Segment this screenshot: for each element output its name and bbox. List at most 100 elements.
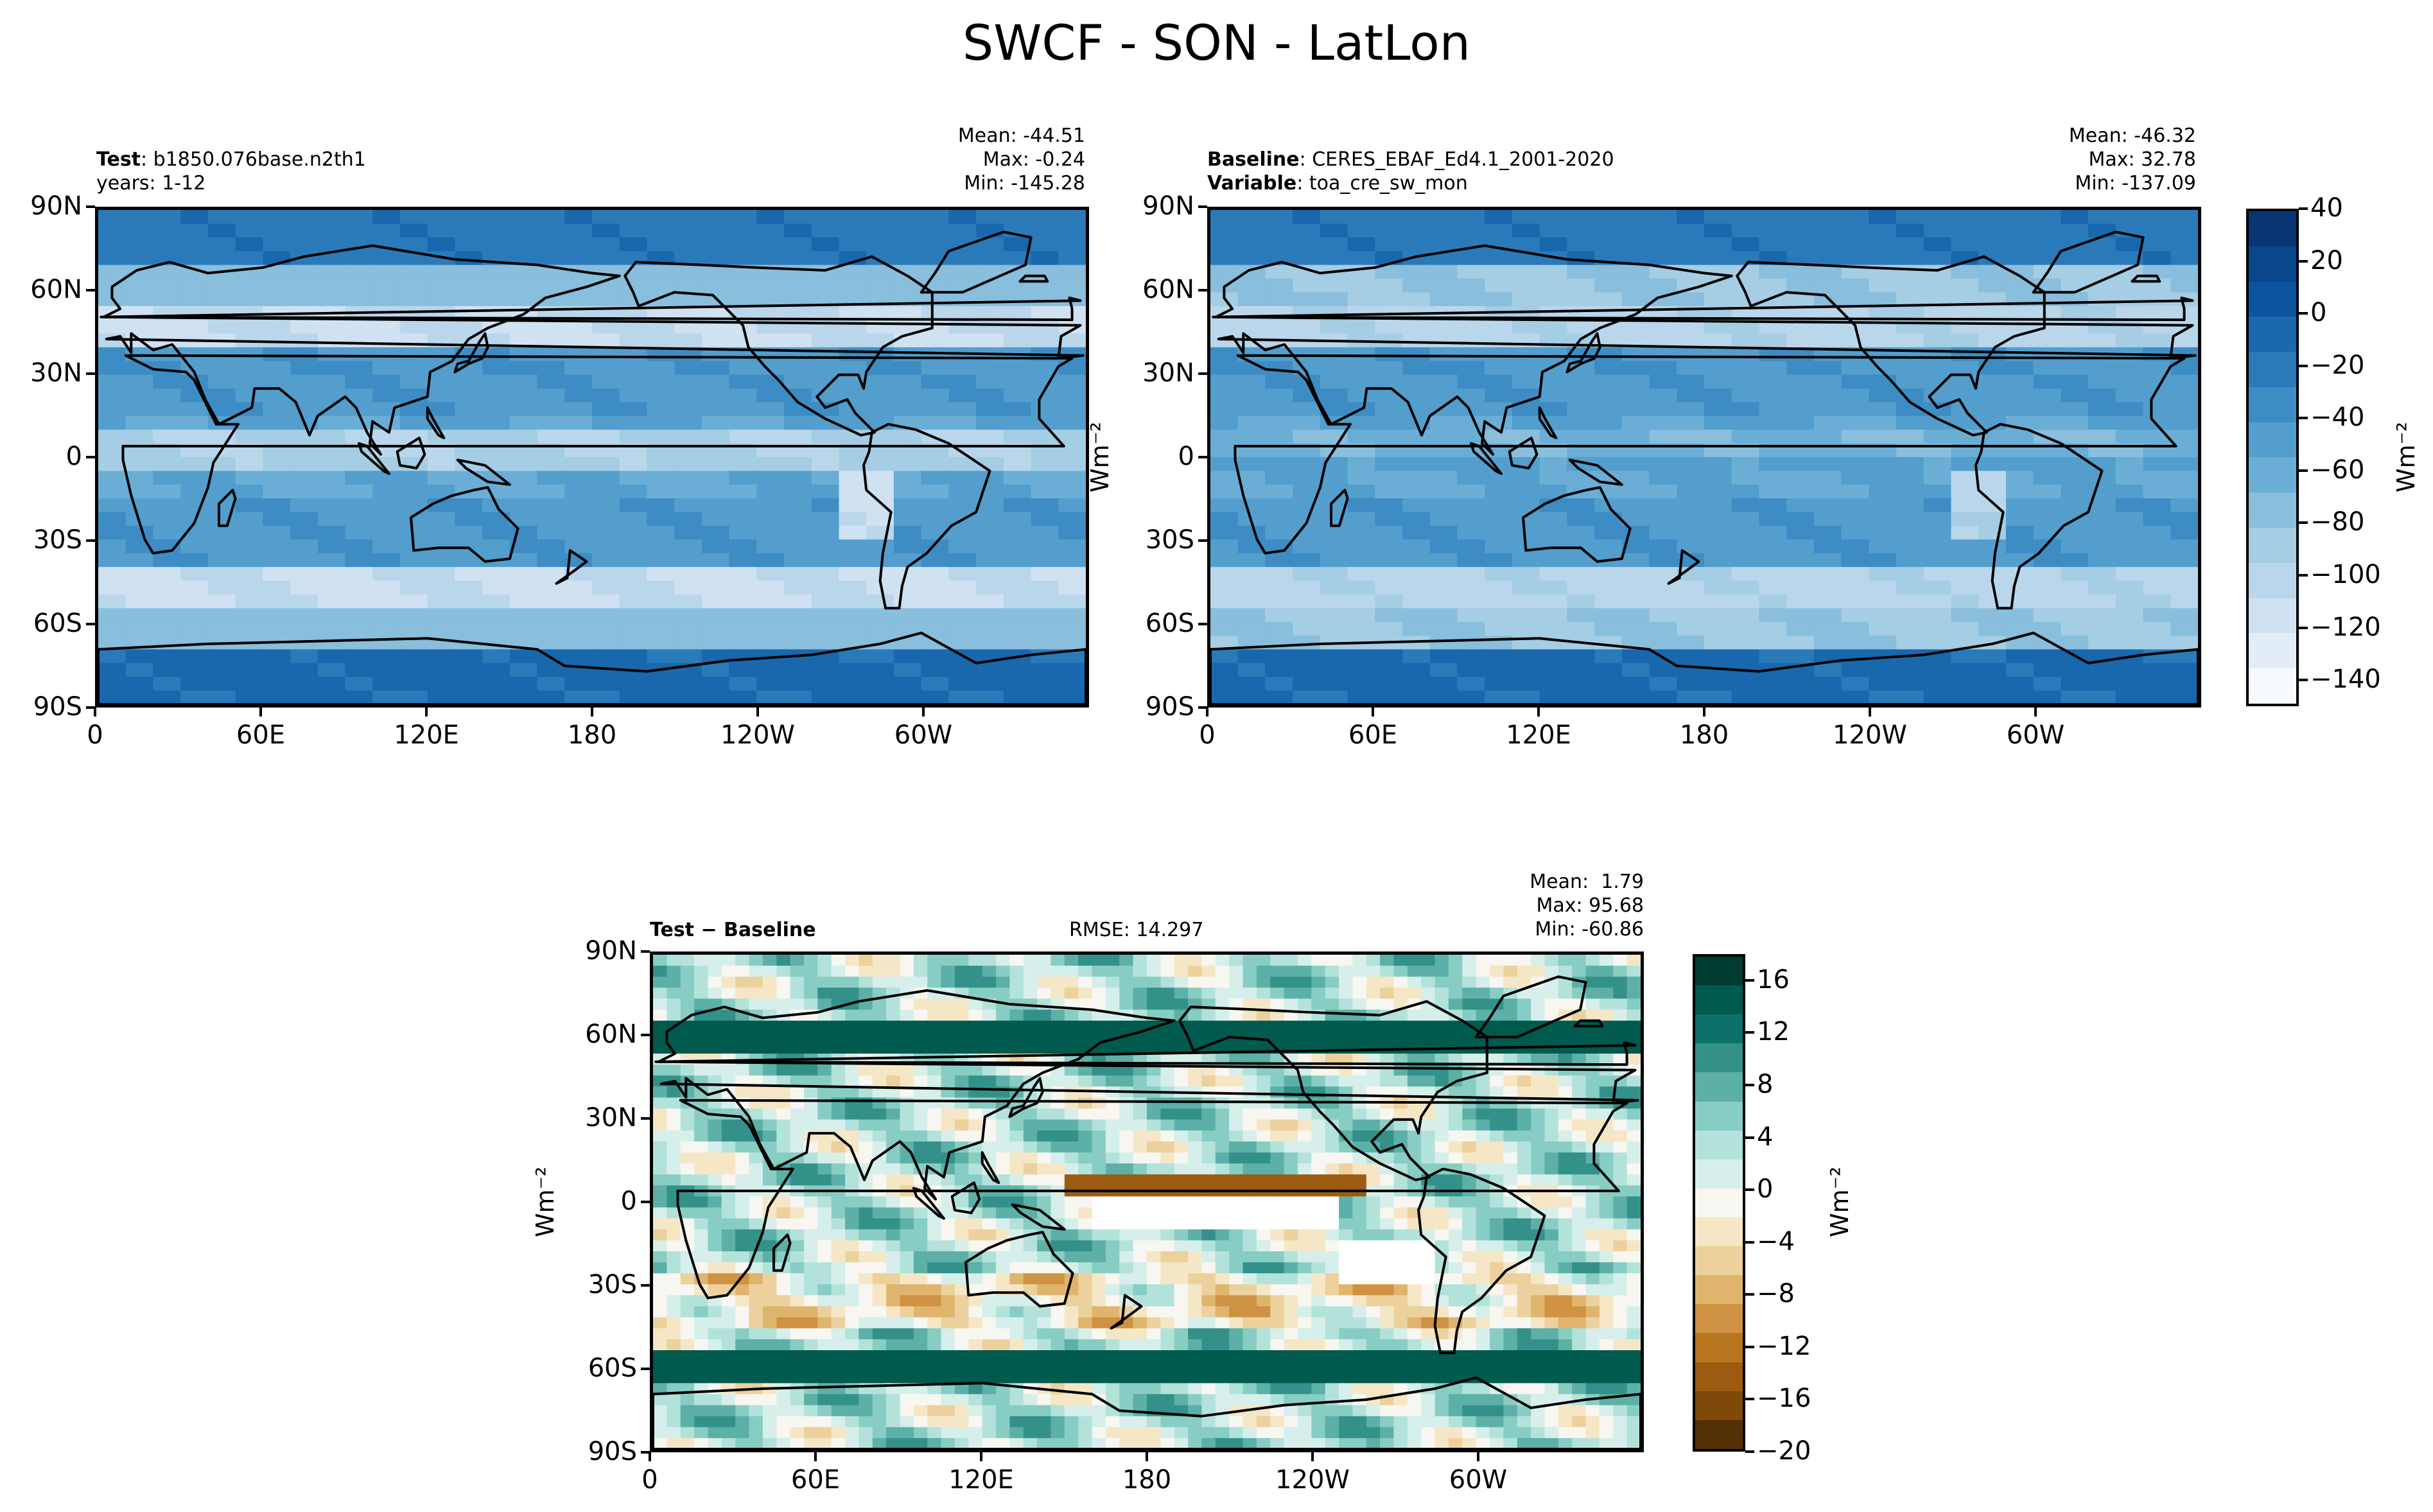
field-cell [345, 333, 373, 348]
field-cell [1243, 1196, 1257, 1208]
field-cell [976, 430, 1004, 444]
field-cell [954, 966, 970, 977]
field-cell [2088, 580, 2116, 595]
field-cell [900, 1196, 914, 1208]
field-cell [968, 1152, 983, 1164]
field-cell [927, 1031, 942, 1043]
field-cell [866, 553, 894, 568]
field-cell [1402, 237, 1431, 252]
field-cell [1841, 388, 1870, 403]
field-cell [1402, 690, 1431, 704]
field-cell [1237, 498, 1266, 513]
field-cell [831, 1086, 846, 1099]
field-cell [680, 1163, 695, 1175]
field-cell [1037, 987, 1052, 1000]
field-cell [674, 320, 702, 335]
field-cell [509, 498, 538, 513]
field-cell [2061, 471, 2089, 485]
field-cell [900, 966, 914, 977]
field-cell [1813, 636, 1842, 650]
field-cell [1380, 1196, 1395, 1208]
field-cell [790, 1141, 805, 1153]
field-cell [996, 1020, 1011, 1032]
field-cell [701, 471, 730, 485]
field-cell [482, 278, 510, 293]
field-cell [735, 998, 750, 1011]
field-cell [1869, 237, 1897, 252]
field-cell [1009, 1174, 1024, 1186]
field-cell [680, 1207, 695, 1219]
field-cell [1293, 580, 1321, 595]
field-cell [948, 306, 977, 320]
field-cell [537, 471, 566, 485]
field-cell [235, 292, 264, 307]
field-cell [1402, 539, 1431, 554]
field-cell [207, 621, 236, 636]
field-cell [968, 977, 983, 989]
field-cell [1393, 1207, 1408, 1219]
field-cell [153, 210, 181, 225]
field-cell [1293, 292, 1321, 307]
field-cell [1133, 1229, 1147, 1241]
field-cell [1407, 966, 1422, 977]
field-cell [1037, 1141, 1052, 1153]
field-cell [1731, 292, 1760, 307]
field-cell [509, 320, 538, 335]
field-cell [784, 498, 812, 513]
field-cell [735, 1284, 750, 1296]
field-cell [2115, 430, 2144, 444]
field-cell [1613, 1196, 1628, 1208]
field-cell [1448, 1295, 1463, 1307]
field-cell [1147, 1031, 1162, 1043]
field-cell [345, 402, 373, 417]
field-cell [776, 1196, 791, 1208]
field-cell [125, 430, 154, 444]
field-cell [1572, 1196, 1587, 1208]
field-cell [1448, 1207, 1463, 1219]
field-cell [1366, 1273, 1381, 1285]
field-cell [674, 498, 702, 513]
field-cell [1293, 402, 1321, 417]
field-cell [1298, 1240, 1312, 1252]
field-cell [1375, 278, 1403, 293]
field-cell [1133, 1196, 1147, 1208]
field-cell [2061, 251, 2089, 266]
field-cell [537, 580, 566, 595]
field-cell [1704, 553, 1732, 568]
field-cell [1366, 1295, 1381, 1307]
field-cell [866, 594, 894, 609]
field-cell [1649, 567, 1678, 582]
field-cell [1435, 1207, 1449, 1219]
field-cell [776, 966, 791, 977]
field-cell [1626, 987, 1641, 1000]
field-cell [482, 415, 510, 430]
field-cell [1393, 1152, 1408, 1164]
field-cell [619, 347, 648, 362]
field-cell [1951, 237, 1979, 252]
field-cell [845, 987, 860, 1000]
field-cell [1585, 1284, 1600, 1296]
field-cell [1558, 1141, 1573, 1153]
field-cell [263, 361, 291, 376]
field-cell [1503, 966, 1518, 977]
field-cell [1585, 1240, 1600, 1252]
field-cell [1064, 1031, 1079, 1043]
field-cell [180, 292, 209, 307]
field-cell [948, 594, 977, 609]
field-cell [1339, 1218, 1354, 1230]
field-cell [1951, 361, 1979, 376]
field-cell [1298, 1031, 1312, 1043]
field-cell [1731, 333, 1760, 348]
field-cell [1237, 278, 1266, 293]
field-cell [1119, 1075, 1134, 1088]
field-cell [886, 977, 901, 989]
field-cell [708, 1218, 722, 1230]
field-cell [1786, 539, 1815, 554]
field-cell [1119, 1273, 1134, 1285]
field-cell [1229, 1020, 1244, 1032]
field-cell [2170, 415, 2198, 430]
field-cell [1402, 567, 1431, 582]
field-cell [1037, 955, 1052, 966]
field-cell [721, 1020, 736, 1032]
field-cell [427, 663, 456, 677]
